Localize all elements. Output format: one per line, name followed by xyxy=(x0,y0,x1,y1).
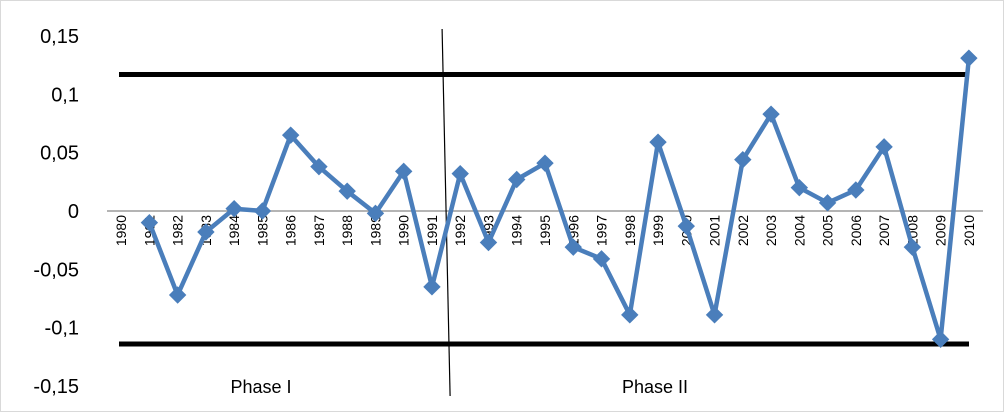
data-point-marker xyxy=(931,330,950,349)
x-tick-label: 2010 xyxy=(961,215,977,246)
x-tick-label: 2002 xyxy=(735,215,751,246)
data-point-marker xyxy=(734,150,752,169)
data-point-marker xyxy=(253,202,272,220)
x-tick-label: 2009 xyxy=(933,215,949,246)
x-tick-label: 2007 xyxy=(876,215,892,246)
data-point-marker xyxy=(338,182,356,200)
x-tick-label: 1984 xyxy=(226,215,242,246)
phase-divider-line xyxy=(441,28,451,397)
data-point-marker xyxy=(536,154,554,172)
data-point-marker xyxy=(366,204,385,223)
x-tick-label: 1992 xyxy=(452,215,468,246)
data-point-marker xyxy=(790,178,809,197)
y-tick-label: -0,15 xyxy=(33,376,79,398)
x-tick-label: 2003 xyxy=(763,215,779,246)
data-point-marker xyxy=(423,278,441,296)
data-point-marker xyxy=(310,157,328,176)
x-tick-label: 2001 xyxy=(707,215,723,246)
y-tick-label: -0,1 xyxy=(45,318,79,340)
data-point-marker xyxy=(960,49,978,67)
x-tick-label: 1998 xyxy=(622,215,638,246)
x-tick-label: 1994 xyxy=(509,215,525,246)
y-tick-label: -0,05 xyxy=(33,259,79,281)
data-point-marker xyxy=(705,306,724,324)
data-point-marker xyxy=(592,250,611,268)
data-point-marker xyxy=(281,126,300,144)
data-point-marker xyxy=(677,217,695,235)
x-tick-label: 1999 xyxy=(650,215,666,246)
data-point-marker xyxy=(903,238,922,256)
x-tick-label: 1987 xyxy=(311,215,327,246)
data-point-marker xyxy=(225,199,243,218)
x-tick-label: 1991 xyxy=(424,215,440,246)
data-point-marker xyxy=(847,181,865,199)
phase-label: Phase I xyxy=(230,377,291,397)
x-tick-label: 2005 xyxy=(820,215,836,246)
x-tick-label: 1985 xyxy=(254,215,270,246)
data-point-marker xyxy=(197,223,215,241)
data-point-marker xyxy=(395,162,413,181)
data-point-marker xyxy=(168,286,187,304)
x-tick-label: 1990 xyxy=(396,215,412,246)
data-point-marker xyxy=(649,133,667,151)
data-point-marker xyxy=(508,170,526,189)
data-point-marker xyxy=(451,164,469,183)
x-tick-label: 1988 xyxy=(339,215,355,246)
data-point-marker xyxy=(140,213,159,232)
x-tick-label: 1986 xyxy=(283,215,299,246)
y-tick-label: 0 xyxy=(68,201,79,223)
data-point-marker xyxy=(564,238,582,256)
data-point-marker xyxy=(762,105,780,123)
x-tick-label: 1980 xyxy=(113,215,129,246)
y-tick-label: 0,15 xyxy=(40,26,79,48)
y-tick-label: 0,1 xyxy=(51,84,79,106)
data-point-marker xyxy=(621,306,639,324)
x-tick-label: 2004 xyxy=(791,215,807,246)
data-point-marker xyxy=(875,138,893,156)
x-tick-label: 1982 xyxy=(170,215,186,246)
data-point-marker xyxy=(818,194,837,212)
x-tick-label: 1989 xyxy=(367,215,383,246)
x-tick-label: 1997 xyxy=(594,215,610,246)
data-point-marker xyxy=(479,233,498,252)
x-tick-label: 2006 xyxy=(848,215,864,246)
y-tick-label: 0,05 xyxy=(40,143,79,165)
x-tick-label: 1995 xyxy=(537,215,553,246)
phase-label: Phase II xyxy=(622,377,688,397)
series-line xyxy=(147,57,972,342)
